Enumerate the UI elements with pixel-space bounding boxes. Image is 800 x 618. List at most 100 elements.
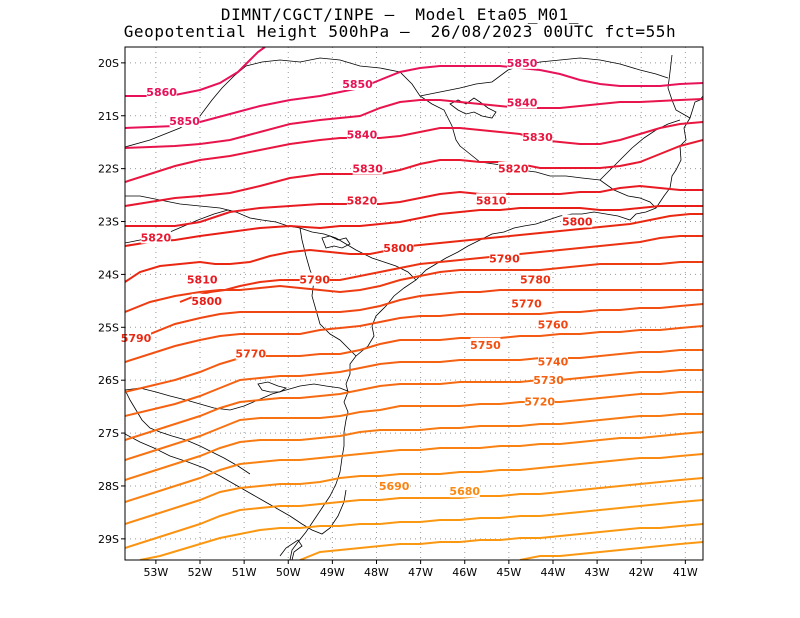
contour-label: 5840	[507, 97, 538, 110]
contour-label: 5760	[538, 319, 569, 332]
border-rj-es	[599, 119, 681, 181]
contour-5850	[125, 65, 703, 129]
contour-label: 5820	[347, 194, 378, 207]
lon-tick-label: 49W	[320, 566, 345, 579]
contour-label: 5750	[470, 339, 501, 352]
contour-label-background	[146, 84, 177, 98]
lat-tick-label: 22S	[98, 163, 119, 176]
contour-label: 5800	[562, 216, 593, 229]
contour-label-background	[533, 373, 564, 387]
contour-label-background	[191, 293, 222, 307]
contour-label-background	[562, 214, 593, 228]
lon-tick-label: 46W	[452, 566, 477, 579]
contour-5710	[125, 391, 703, 461]
border-mg-rj	[419, 57, 669, 97]
reservoir-itaipu	[321, 235, 351, 249]
lon-tick-label: 50W	[276, 566, 301, 579]
contour-label: 5800	[383, 242, 414, 255]
title-line-1: DIMNT/CGCT/INPE – Model Eta05_M01_	[220, 5, 580, 24]
contour-5790	[125, 213, 703, 283]
contour-5720	[125, 369, 703, 441]
contour-label: 5850	[507, 57, 538, 70]
contour-label-background	[470, 337, 501, 351]
contour-5660	[139, 499, 703, 560]
lon-tick-label: 45W	[496, 566, 521, 579]
contour-label-background	[235, 346, 266, 360]
lon-tick-label: 52W	[188, 566, 213, 579]
contour-label: 5780	[520, 274, 551, 287]
contour-label-background	[140, 230, 171, 244]
contour-5700	[125, 413, 703, 481]
lat-tick-label: 24S	[98, 268, 119, 281]
lon-tick-label: 41W	[673, 566, 698, 579]
state-border-sc-rs	[125, 433, 347, 535]
lat-tick-label: 27S	[98, 427, 119, 440]
map-frame	[124, 46, 704, 561]
contour-label-background	[537, 354, 568, 368]
lat-tick-label: 20S	[98, 57, 119, 70]
contour-label: 5790	[121, 332, 152, 345]
contour-label: 5840	[347, 128, 378, 141]
contour-label-background	[346, 193, 377, 207]
reservoir-sc	[257, 381, 287, 393]
lat-tick-label: 23S	[98, 216, 119, 229]
lagoa-dos-patos	[279, 539, 303, 560]
contour-5640	[519, 541, 703, 560]
lat-tick-label: 21S	[98, 110, 119, 123]
contour-label-background	[121, 330, 152, 344]
contour-label-background	[383, 240, 414, 254]
lon-tick-label: 43W	[585, 566, 610, 579]
contour-label: 5730	[533, 374, 564, 387]
contour-5760	[125, 289, 703, 343]
contour-5820	[125, 139, 703, 207]
contour-label-background	[507, 95, 538, 109]
contour-label-background	[346, 127, 377, 141]
border-pr-west	[299, 227, 357, 357]
contour-label: 5810	[187, 274, 218, 287]
state-border-pr-sc	[125, 383, 351, 411]
contour-label: 5770	[511, 298, 542, 311]
contour-label-background	[489, 251, 520, 265]
contour-label: 5850	[342, 78, 373, 91]
contour-label: 5680	[449, 485, 480, 498]
contour-5740	[125, 325, 703, 393]
geopotential-contours	[125, 47, 703, 560]
contour-label: 5770	[235, 348, 266, 361]
contour-label-background	[476, 193, 507, 207]
contour-labels: 5860 5850 5850 5850 5840 5840 5830 5830 5820 5820…	[121, 55, 593, 498]
contour-label: 5790	[489, 253, 520, 266]
reservoir-furnas	[449, 97, 497, 119]
lon-tick-label: 47W	[408, 566, 433, 579]
lat-tick-label: 29S	[98, 533, 119, 546]
lon-tick-label: 42W	[629, 566, 654, 579]
contour-label-background	[498, 161, 529, 175]
border-argentina	[125, 389, 251, 475]
contour-label-background	[352, 161, 383, 175]
lon-tick-label: 48W	[364, 566, 389, 579]
lon-tick-label: 51W	[232, 566, 257, 579]
lon-tick-label: 44W	[541, 566, 566, 579]
contour-5730	[125, 349, 703, 417]
contour-5810	[125, 184, 703, 227]
contour-label-background	[379, 478, 410, 492]
state-border-mg-sp	[125, 57, 657, 209]
contour-label: 5860	[146, 86, 177, 99]
contour-label-background	[299, 272, 330, 286]
contour-label-background	[342, 77, 373, 91]
contour-5770	[125, 261, 703, 313]
lat-tick-label: 28S	[98, 480, 119, 493]
contour-5690	[125, 431, 703, 503]
contour-label-background	[522, 129, 553, 143]
contour-5650	[299, 523, 703, 560]
contour-5780	[179, 235, 703, 303]
contour-5680	[125, 453, 703, 525]
contour-label: 5690	[379, 480, 410, 493]
contour-5840	[125, 98, 703, 149]
coastline	[289, 54, 703, 560]
contour-label-background	[520, 272, 551, 286]
contour-5800	[125, 205, 703, 247]
lat-tick-label: 26S	[98, 374, 119, 387]
contour-5750	[125, 303, 703, 363]
contour-label: 5850	[169, 115, 200, 128]
contour-label-background	[449, 484, 480, 498]
